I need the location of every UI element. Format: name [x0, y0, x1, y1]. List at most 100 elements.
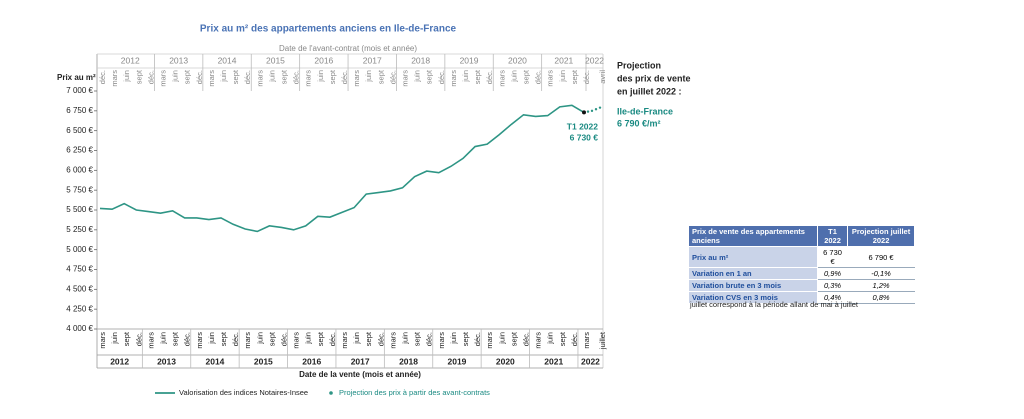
x-tick-label: déc.	[376, 332, 385, 346]
x-tick-label: déc.	[279, 332, 288, 346]
table-note: juillet correspond à la période allant d…	[690, 300, 859, 309]
x-tick-label: juin	[400, 332, 409, 345]
year-label: 2022	[581, 356, 600, 366]
top-tick-label: juin	[122, 70, 131, 83]
cell: 0,4%	[816, 291, 849, 304]
x-tick-label: sept	[171, 331, 180, 346]
top-tick-label: sept	[231, 69, 240, 84]
top-tick-label: juin	[364, 70, 373, 83]
x-tick-label: mars	[195, 332, 204, 349]
year-label: 2015	[266, 55, 285, 65]
top-tick-label: mars	[207, 70, 216, 87]
x-tick-label: mars	[340, 332, 349, 349]
top-tick-label: sept	[521, 69, 530, 84]
year-label: 2019	[460, 55, 479, 65]
y-tick-label: 5 000 €	[66, 245, 93, 254]
row-label: Variation en 1 an	[688, 267, 818, 280]
top-tick-label: déc.	[534, 70, 543, 84]
top-tick-label: avril	[598, 70, 607, 84]
x-tick-label: déc.	[134, 332, 143, 346]
year-label: 2021	[544, 356, 563, 366]
year-label: 2016	[302, 356, 321, 366]
header-cell: T1 2022	[816, 225, 849, 247]
table-row: Prix au m² 6 730 €6 790 €	[688, 246, 915, 268]
top-tick-label: déc.	[195, 70, 204, 84]
cell: -0,1%	[847, 267, 915, 280]
y-tick-label: 7 000 €	[66, 86, 93, 95]
x-tick-label: déc.	[231, 332, 240, 346]
x-tick-label: déc.	[473, 332, 482, 346]
x-axis-title: Date de la vente (mois et année)	[299, 370, 421, 379]
top-tick-label: sept	[570, 69, 579, 84]
x-tick-label: mars	[437, 332, 446, 349]
year-label: 2021	[554, 55, 573, 65]
year-label: 2017	[363, 55, 382, 65]
top-tick-label: juin	[413, 70, 422, 83]
y-tick-label: 4 750 €	[66, 265, 93, 274]
top-tick-label: sept	[425, 69, 434, 84]
year-label: 2016	[314, 55, 333, 65]
row-label: Variation brute en 3 mois	[688, 279, 818, 292]
x-tick-label: mars	[292, 332, 301, 349]
year-label: 2018	[399, 356, 418, 366]
top-tick-label: mars	[497, 70, 506, 87]
chart-title: Prix au m² des appartements anciens en I…	[200, 24, 457, 35]
x-tick-label: juin	[255, 332, 264, 345]
projection-dot	[586, 110, 590, 113]
legend-swatch	[329, 391, 333, 395]
x-tick-label: juin	[304, 332, 313, 345]
x-tick-label: déc.	[521, 332, 530, 346]
annotation: 6 730 €	[570, 132, 599, 142]
top-tick-label: déc.	[388, 70, 397, 84]
top-tick-label: sept	[328, 69, 337, 84]
x-tick-label: juin	[110, 332, 119, 345]
top-tick-label: juin	[509, 70, 518, 83]
x-tick-label: déc.	[183, 332, 192, 346]
x-tick-label: sept	[413, 331, 422, 346]
x-tick-label: juin	[352, 332, 361, 345]
top-tick-label: juin	[461, 70, 470, 83]
x-tick-label: sept	[122, 331, 131, 346]
y-tick-label: 6 500 €	[66, 126, 93, 135]
header-cell: Prix de vente des appartements anciens	[688, 225, 818, 247]
x-tick-label: mars	[388, 332, 397, 349]
x-tick-label: juin	[158, 332, 167, 345]
top-tick-label: mars	[352, 70, 361, 87]
x-tick-label: mars	[146, 332, 155, 349]
y-tick-label: 4 000 €	[66, 324, 93, 333]
top-tick-label: sept	[183, 69, 192, 84]
x-tick-label: mars	[485, 332, 494, 349]
row-label: Prix au m²	[688, 246, 818, 268]
panel-title: Projection	[617, 60, 661, 70]
cell: 1,2%	[847, 279, 915, 292]
x-tick-label: juillet	[598, 331, 607, 350]
panel-value: 6 790 €/m²	[617, 118, 661, 128]
year-label: 2013	[169, 55, 188, 65]
projection-dot	[594, 108, 598, 111]
header-cell: Projection juillet 2022	[847, 225, 915, 247]
year-label: 2022	[585, 55, 604, 65]
year-label: 2014	[218, 55, 237, 65]
x-tick-label: sept	[364, 331, 373, 346]
annotation: T1 2022	[567, 121, 598, 131]
cell: 6 790 €	[847, 246, 915, 268]
top-tick-label: déc.	[485, 70, 494, 84]
cell: 0,9%	[816, 267, 849, 280]
summary-table: Prix de vente des appartements anciens T…	[688, 225, 915, 304]
y-tick-label: 5 500 €	[66, 205, 93, 214]
x-tick-label: sept	[509, 331, 518, 346]
top-tick-label: juin	[267, 70, 276, 83]
y-tick-label: 4 500 €	[66, 284, 93, 293]
projection-dot	[598, 106, 602, 109]
top-tick-label: mars	[255, 70, 264, 87]
latest-point	[582, 110, 586, 115]
year-label: 2014	[205, 356, 224, 366]
x-tick-label: sept	[316, 331, 325, 346]
top-tick-label: déc.	[98, 70, 107, 84]
year-label: 2020	[508, 55, 527, 65]
year-label: 2017	[351, 356, 370, 366]
y-axis-title: Prix au m²	[57, 73, 96, 82]
series-line	[99, 104, 585, 233]
top-axis-title: Date de l'avant-contrat (mois et année)	[279, 44, 417, 53]
top-tick-label: juin	[171, 70, 180, 83]
